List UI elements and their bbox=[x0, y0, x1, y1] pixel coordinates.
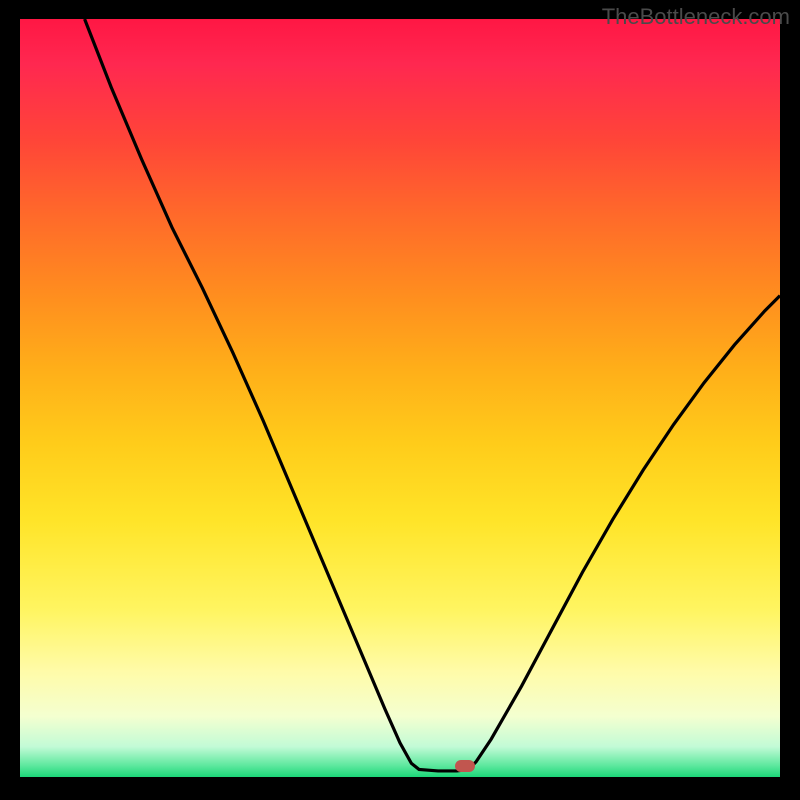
bottleneck-curve bbox=[20, 19, 780, 777]
watermark-text: TheBottleneck.com bbox=[602, 4, 790, 30]
plot-area bbox=[20, 19, 780, 777]
optimal-marker bbox=[455, 760, 475, 772]
curve-path bbox=[85, 19, 780, 771]
